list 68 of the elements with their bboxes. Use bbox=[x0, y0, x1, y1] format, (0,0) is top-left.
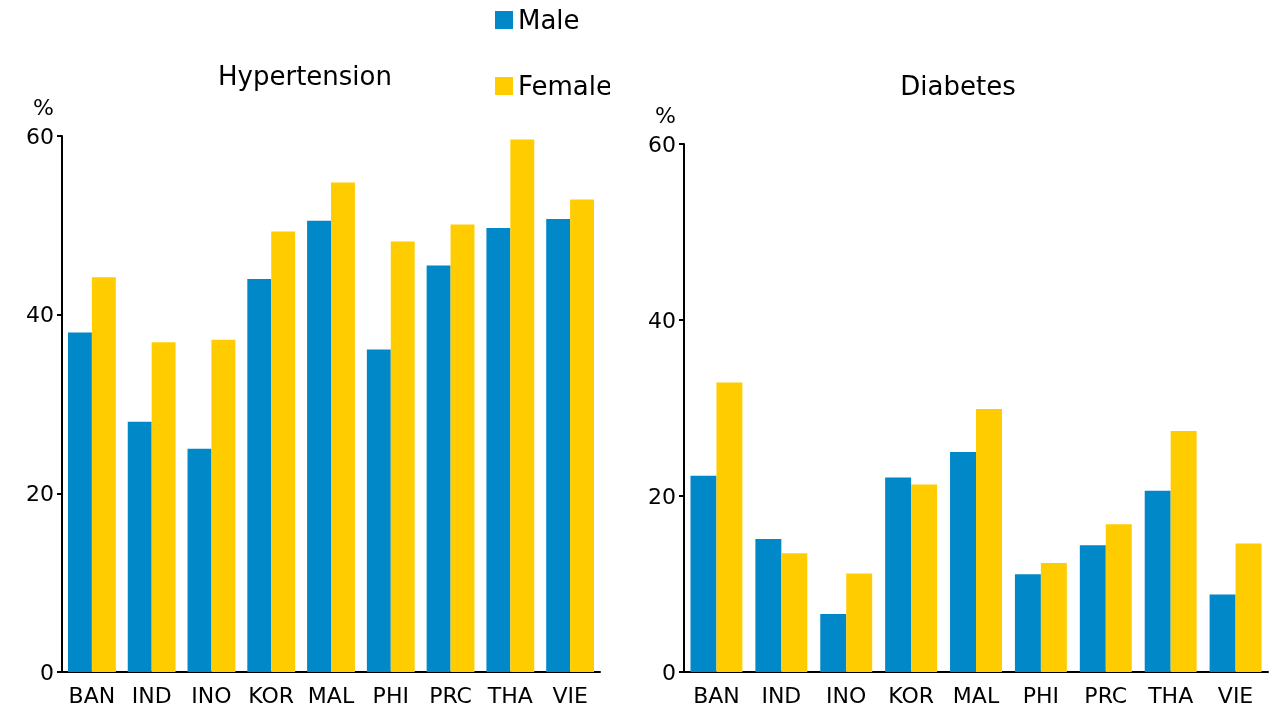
y-tick-label: 20 bbox=[26, 480, 54, 506]
bar bbox=[151, 342, 176, 672]
x-tick-label: THA bbox=[1147, 682, 1194, 708]
bar bbox=[716, 382, 743, 672]
x-tick-label: BAN bbox=[68, 682, 116, 708]
y-axis-title: % bbox=[655, 102, 676, 128]
bar bbox=[1040, 562, 1067, 672]
bar bbox=[911, 484, 938, 672]
y-tick-label: 60 bbox=[26, 123, 54, 149]
x-tick-label: PHI bbox=[372, 682, 409, 708]
bar bbox=[271, 231, 296, 672]
bar bbox=[510, 139, 535, 672]
bar bbox=[1209, 594, 1236, 672]
chart-title: Diabetes bbox=[900, 71, 1016, 101]
x-tick-label: INO bbox=[191, 682, 232, 708]
x-tick-label: THA bbox=[486, 682, 533, 708]
bar bbox=[331, 182, 355, 672]
x-tick-label: INO bbox=[826, 682, 867, 708]
x-tick-label: IND bbox=[761, 682, 802, 708]
bar bbox=[211, 339, 236, 672]
bar bbox=[781, 553, 808, 672]
x-tick-label: PHI bbox=[1022, 682, 1060, 708]
legend-label: Female bbox=[518, 71, 613, 101]
bar bbox=[846, 573, 873, 672]
bar bbox=[390, 241, 415, 672]
bar bbox=[307, 220, 331, 672]
x-tick-label: MAL bbox=[307, 682, 355, 708]
bar bbox=[450, 224, 475, 672]
bar bbox=[187, 448, 212, 672]
x-tick-label: PRC bbox=[1084, 682, 1128, 708]
bar bbox=[1144, 490, 1171, 672]
y-axis-title: % bbox=[33, 94, 54, 120]
x-tick-label: IND bbox=[131, 682, 172, 708]
bar bbox=[950, 452, 976, 672]
bar bbox=[755, 539, 782, 672]
bar bbox=[1170, 430, 1197, 672]
bar bbox=[546, 219, 571, 672]
y-tick-label: 40 bbox=[648, 307, 676, 333]
bar bbox=[1235, 543, 1262, 672]
bar bbox=[127, 421, 152, 672]
x-tick-label: KOR bbox=[888, 682, 935, 708]
y-tick-label: 40 bbox=[26, 302, 54, 328]
bar bbox=[67, 332, 92, 672]
bar bbox=[570, 199, 595, 672]
bar bbox=[976, 408, 1002, 672]
y-tick-label: 0 bbox=[40, 659, 54, 685]
bar bbox=[426, 265, 451, 672]
bar bbox=[247, 278, 272, 672]
legend-label: Male bbox=[518, 5, 580, 35]
bar bbox=[366, 349, 391, 672]
bar bbox=[690, 475, 717, 672]
chart-title: Hypertension bbox=[218, 61, 392, 91]
y-tick-label: 60 bbox=[648, 131, 676, 157]
x-tick-label: VIE bbox=[552, 682, 588, 708]
x-tick-label: VIE bbox=[1217, 682, 1254, 708]
y-tick-label: 0 bbox=[662, 659, 676, 685]
x-tick-label: MAL bbox=[952, 682, 1000, 708]
y-tick-label: 20 bbox=[648, 483, 676, 509]
x-tick-label: PRC bbox=[429, 682, 472, 708]
bar bbox=[1105, 524, 1132, 672]
bar bbox=[1014, 574, 1041, 672]
bar bbox=[486, 228, 511, 672]
bar bbox=[91, 277, 116, 672]
bar bbox=[885, 477, 912, 672]
x-tick-label: KOR bbox=[248, 682, 295, 708]
bar bbox=[820, 613, 847, 672]
bar bbox=[1079, 545, 1106, 672]
x-tick-label: BAN bbox=[693, 682, 740, 708]
